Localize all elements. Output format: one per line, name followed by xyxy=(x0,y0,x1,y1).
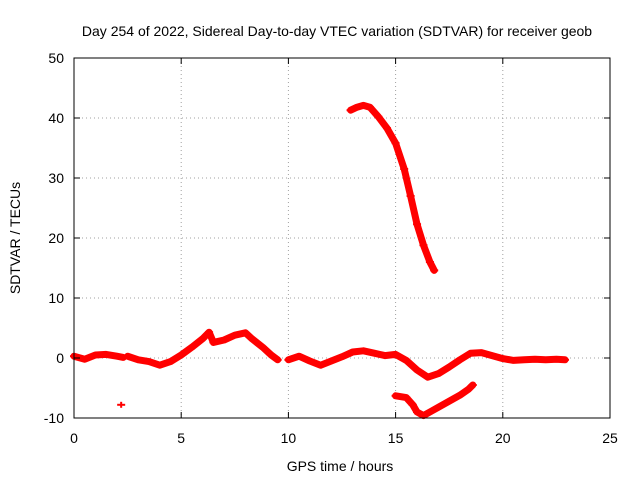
x-tick-label: 20 xyxy=(495,430,511,446)
plot-series xyxy=(70,101,569,420)
x-tick-label: 15 xyxy=(388,430,404,446)
x-tick-label: 0 xyxy=(70,430,78,446)
axis-ticks: 0 5 10 15 20 25 -10 0 10 20 30 40 50 xyxy=(44,50,618,446)
y-axis-label: SDTVAR / TECUs xyxy=(7,182,23,294)
chart-title: Day 254 of 2022, Sidereal Day-to-day VTE… xyxy=(82,23,592,39)
x-tick-label: 25 xyxy=(602,430,618,446)
x-axis-label: GPS time / hours xyxy=(287,458,394,474)
y-tick-label: 0 xyxy=(56,350,64,366)
x-tick-label: 5 xyxy=(177,430,185,446)
y-tick-label: 20 xyxy=(48,230,64,246)
y-tick-label: -10 xyxy=(44,410,64,426)
y-tick-label: 30 xyxy=(48,170,64,186)
x-tick-label: 10 xyxy=(281,430,297,446)
y-tick-label: 40 xyxy=(48,110,64,126)
y-tick-label: 10 xyxy=(48,290,64,306)
y-tick-label: 50 xyxy=(48,50,64,66)
series-point xyxy=(117,401,126,408)
